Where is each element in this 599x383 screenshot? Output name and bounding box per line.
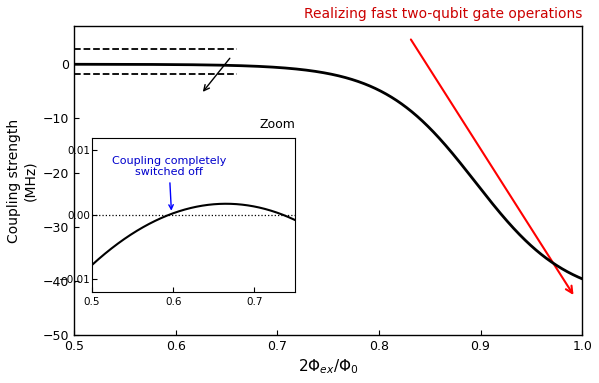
X-axis label: $2\Phi_{ex}/\Phi_0$: $2\Phi_{ex}/\Phi_0$ [298, 357, 358, 376]
Y-axis label: Coupling strength
(MHz): Coupling strength (MHz) [7, 119, 37, 243]
Text: Realizing fast two-qubit gate operations: Realizing fast two-qubit gate operations [304, 7, 582, 21]
